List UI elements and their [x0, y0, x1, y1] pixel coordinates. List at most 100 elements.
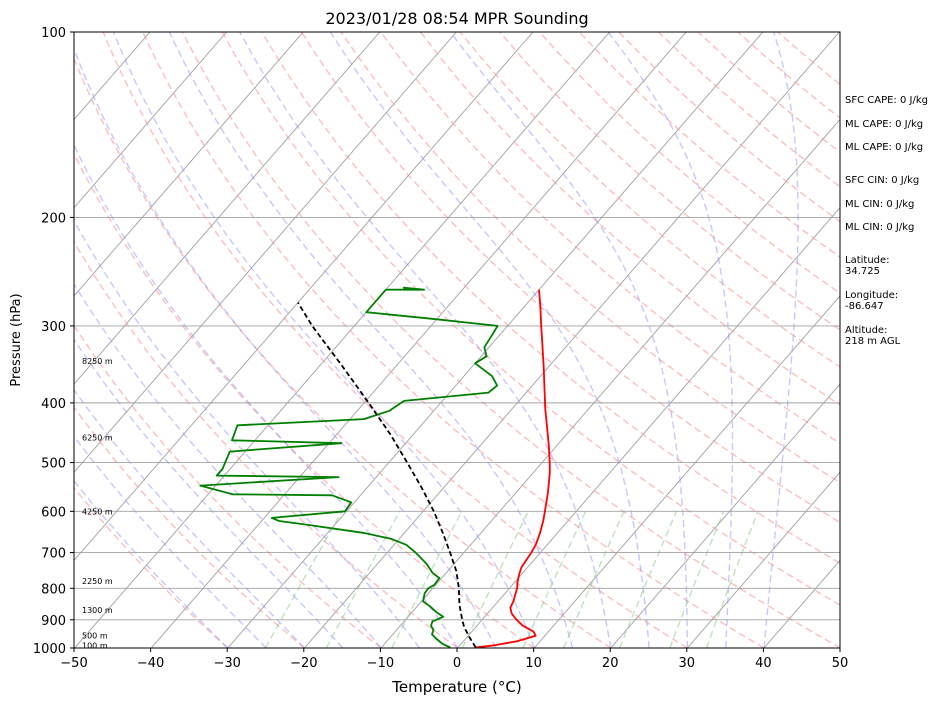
dry-adiabat-line [499, 32, 840, 331]
dry-adiabat-line [419, 32, 840, 406]
moist-adiabat-line [74, 435, 267, 648]
sounding-series [199, 286, 551, 648]
sfc-cape-stat: SFC CAPE: 0 J/kg [845, 95, 928, 106]
y-tick-label: 500 [41, 457, 66, 472]
x-tick-label: −40 [137, 656, 164, 671]
dry-adiabat-line [538, 32, 840, 294]
mixing-ratio-line [391, 510, 463, 648]
x-tick-label: 40 [755, 656, 772, 671]
x-tick-label: −20 [290, 656, 317, 671]
y-axis-label: Pressure (hPa) [9, 293, 24, 386]
dry-adiabat-line [74, 406, 305, 648]
x-tick-label: −50 [60, 656, 87, 671]
isotherm-line [380, 118, 840, 648]
y-axis-ticks: 100 200 300 400 500 600 700 800 900 1000 [33, 26, 74, 657]
mixing-ratio-line [618, 511, 678, 648]
dry-adiabat-line [221, 32, 840, 606]
x-axis-label: Temperature (°C) [391, 678, 521, 696]
moist-adiabat-line [74, 388, 305, 648]
moist-adiabat-line [74, 46, 497, 648]
dry-adiabat-line [102, 32, 688, 648]
y-tick-label: 300 [41, 320, 66, 335]
moist-adiabat-line [449, 32, 689, 648]
moist-adiabat-line [168, 32, 574, 648]
isotherm-line [457, 207, 840, 648]
x-tick-label: 50 [832, 656, 849, 671]
isotherm-line [304, 32, 840, 648]
mixing-ratio-line [669, 511, 725, 648]
dry-adiabat-line [261, 32, 840, 565]
moist-adiabat-line [74, 338, 344, 648]
isotherm-line [227, 32, 764, 648]
y-tick-label: 800 [41, 582, 66, 597]
isotherm-line [74, 32, 304, 297]
isotherm-line [74, 32, 610, 648]
moist-adiabat-line [74, 282, 382, 648]
height-label: 4250 m [82, 507, 113, 516]
y-tick-label: 100 [41, 26, 66, 41]
y-tick-label: 600 [41, 505, 66, 520]
chart-title: 2023/01/28 08:54 MPR Sounding [325, 9, 588, 28]
latitude-stat: Latitude: 34.725 [845, 255, 890, 277]
dry-adiabat-line [340, 32, 840, 484]
y-tick-label: 400 [41, 397, 66, 412]
sfc-cin-stat: SFC CIN: 0 J/kg [845, 175, 920, 186]
moist-adiabat-line [763, 32, 799, 648]
mixing-ratio-line [522, 511, 587, 648]
height-label: 1300 m [82, 606, 113, 615]
moist-adiabat-line [329, 32, 650, 648]
isotherm-line [74, 32, 534, 562]
x-tick-label: 20 [602, 656, 619, 671]
moist-adiabat-line [74, 143, 459, 648]
isotherm-line [74, 32, 457, 473]
x-tick-label: 30 [679, 656, 696, 671]
x-tick-label: 10 [525, 656, 542, 671]
ml-cape-stat-2: ML CAPE: 0 J/kg [845, 142, 924, 153]
dry-adiabat-line [74, 152, 535, 648]
ml-cin-stat-2: ML CIN: 0 J/kg [845, 222, 915, 233]
dry-adiabat-line [74, 486, 229, 648]
moist-adiabat-line [239, 32, 612, 648]
height-label: 100 m [82, 641, 108, 650]
mixing-ratio-line [264, 510, 343, 648]
y-tick-label: 1000 [33, 642, 66, 657]
isotherm-line [610, 383, 840, 648]
altitude-stat: Altitude: 218 m AGL [845, 325, 901, 347]
ml-cape-stat: ML CAPE: 0 J/kg [845, 119, 924, 130]
height-label: 6250 m [82, 433, 113, 442]
height-label: 8250 m [82, 357, 113, 366]
temperature-line [475, 289, 551, 648]
height-label: 500 m [82, 632, 108, 641]
dry-adiabat-line [459, 32, 840, 368]
dry-adiabat-line [74, 57, 612, 648]
dry-adiabat-line [142, 32, 765, 648]
x-tick-label: −30 [213, 656, 240, 671]
y-tick-label: 700 [41, 547, 66, 562]
dry-adiabat-line [74, 240, 459, 648]
isotherm-line [74, 32, 227, 209]
dry-adiabat-line [181, 32, 840, 648]
height-label: 2250 m [82, 577, 113, 586]
moist-adiabat-line [607, 32, 734, 648]
dry-adiabat-line [300, 32, 840, 524]
moist-adiabat-line [112, 32, 535, 648]
y-tick-label: 200 [41, 211, 66, 226]
dry-adiabat-line [74, 324, 382, 648]
dewpoint-line [199, 286, 499, 648]
background-lines [74, 32, 840, 648]
isotherm-line [74, 32, 381, 385]
ml-cin-stat: ML CIN: 0 J/kg [845, 199, 915, 210]
longitude-stat: Longitude: -86.647 [845, 290, 899, 312]
x-axis-ticks: −50 −40 −30 −20 −10 0 10 20 30 40 50 [60, 648, 848, 671]
parcel-line [297, 302, 477, 648]
y-tick-label: 900 [41, 614, 66, 629]
mixing-ratio-line [705, 511, 759, 648]
x-tick-label: 0 [453, 656, 461, 671]
isotherm-line [687, 471, 840, 648]
moist-adiabat-line [74, 479, 229, 648]
isotherm-line [533, 295, 840, 648]
moist-adiabat-line [74, 219, 420, 648]
x-tick-label: −10 [367, 656, 394, 671]
